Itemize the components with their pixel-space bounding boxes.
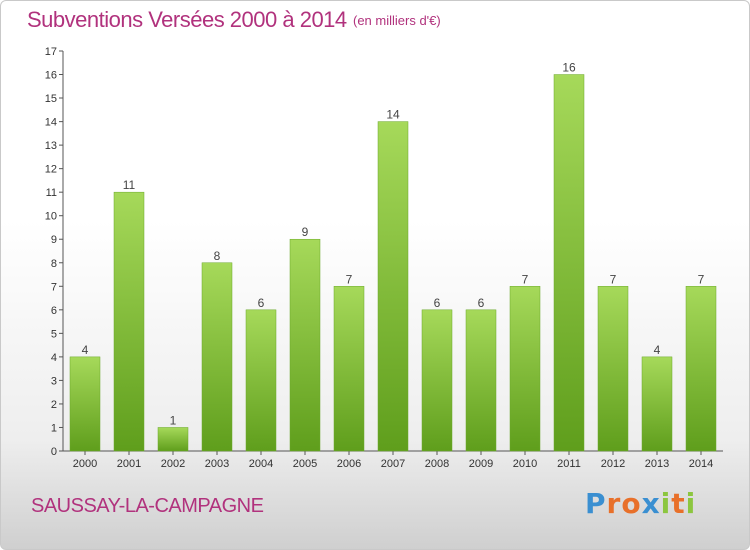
- chart-unit-label: (en milliers d'€): [353, 13, 441, 28]
- x-tick-label: 2001: [117, 458, 141, 470]
- logo-letter: o: [621, 487, 642, 520]
- bar-value-label: 6: [434, 296, 441, 310]
- bar: [201, 262, 233, 452]
- y-tick-label: 16: [45, 70, 57, 82]
- x-tick-label: 2013: [645, 458, 669, 470]
- y-tick-label: 6: [51, 305, 57, 317]
- x-tick-label: 2008: [425, 458, 449, 470]
- bar: [113, 191, 145, 452]
- bar: [245, 309, 277, 452]
- y-tick-label: 17: [45, 46, 57, 58]
- bar: [465, 309, 497, 452]
- bar-value-label: 7: [610, 272, 617, 286]
- bar-value-label: 16: [562, 61, 576, 75]
- y-tick-label: 12: [45, 164, 57, 176]
- bar-value-label: 7: [522, 272, 529, 286]
- bar-value-label: 4: [654, 343, 661, 357]
- bar-value-label: 8: [214, 249, 221, 263]
- bar: [553, 74, 585, 452]
- x-tick-label: 2011: [557, 458, 581, 470]
- bar: [421, 309, 453, 452]
- logo-letter: i: [660, 487, 672, 520]
- bar: [333, 286, 365, 452]
- y-tick-label: 8: [51, 258, 57, 270]
- x-tick-label: 2007: [381, 458, 405, 470]
- bar-value-label: 14: [386, 108, 400, 122]
- y-tick-label: 10: [45, 211, 57, 223]
- x-tick-label: 2003: [205, 458, 229, 470]
- x-tick-label: 2010: [513, 458, 537, 470]
- logo-letter: x: [641, 487, 661, 520]
- y-tick-label: 0: [51, 446, 57, 458]
- bar-value-label: 7: [346, 272, 353, 286]
- y-tick-label: 2: [51, 399, 57, 411]
- y-tick-label: 1: [51, 422, 57, 434]
- x-tick-label: 2005: [293, 458, 317, 470]
- bar: [69, 356, 101, 452]
- bar: [641, 356, 673, 452]
- proxiti-logo: Proxiti: [585, 487, 696, 520]
- bar-value-label: 11: [123, 178, 136, 192]
- logo-letter: P: [585, 487, 607, 520]
- logo-letter: i: [685, 487, 697, 520]
- bar-value-label: 9: [302, 225, 309, 239]
- y-tick-label: 3: [51, 375, 57, 387]
- bar: [289, 238, 321, 452]
- x-tick-label: 2009: [469, 458, 493, 470]
- logo-letter: r: [606, 487, 622, 520]
- bar: [509, 286, 541, 452]
- commune-name: SAUSSAY-LA-CAMPAGNE: [31, 495, 264, 517]
- x-tick-label: 2002: [161, 458, 185, 470]
- x-tick-label: 2000: [73, 458, 97, 470]
- bar-value-label: 6: [258, 296, 265, 310]
- y-tick-label: 15: [45, 93, 57, 105]
- x-tick-label: 2006: [337, 458, 361, 470]
- bar-value-label: 1: [170, 413, 177, 427]
- y-tick-label: 11: [46, 187, 57, 199]
- y-tick-label: 13: [45, 140, 57, 152]
- chart-title: Subventions Versées 2000 à 2014: [27, 7, 347, 32]
- y-tick-label: 9: [51, 234, 57, 246]
- y-tick-label: 4: [51, 352, 57, 364]
- y-tick-label: 14: [45, 117, 57, 129]
- x-tick-label: 2012: [601, 458, 625, 470]
- x-tick-label: 2004: [249, 458, 273, 470]
- y-tick-label: 5: [51, 328, 57, 340]
- y-tick-label: 7: [51, 281, 57, 293]
- bar-value-label: 4: [82, 343, 89, 357]
- bar: [685, 286, 717, 452]
- bar: [377, 121, 409, 452]
- logo-letter: t: [671, 487, 686, 520]
- bar: [597, 286, 629, 452]
- bar-value-label: 7: [698, 272, 705, 286]
- bar: [157, 427, 189, 452]
- x-tick-label: 2014: [689, 458, 713, 470]
- bar-value-label: 6: [478, 296, 485, 310]
